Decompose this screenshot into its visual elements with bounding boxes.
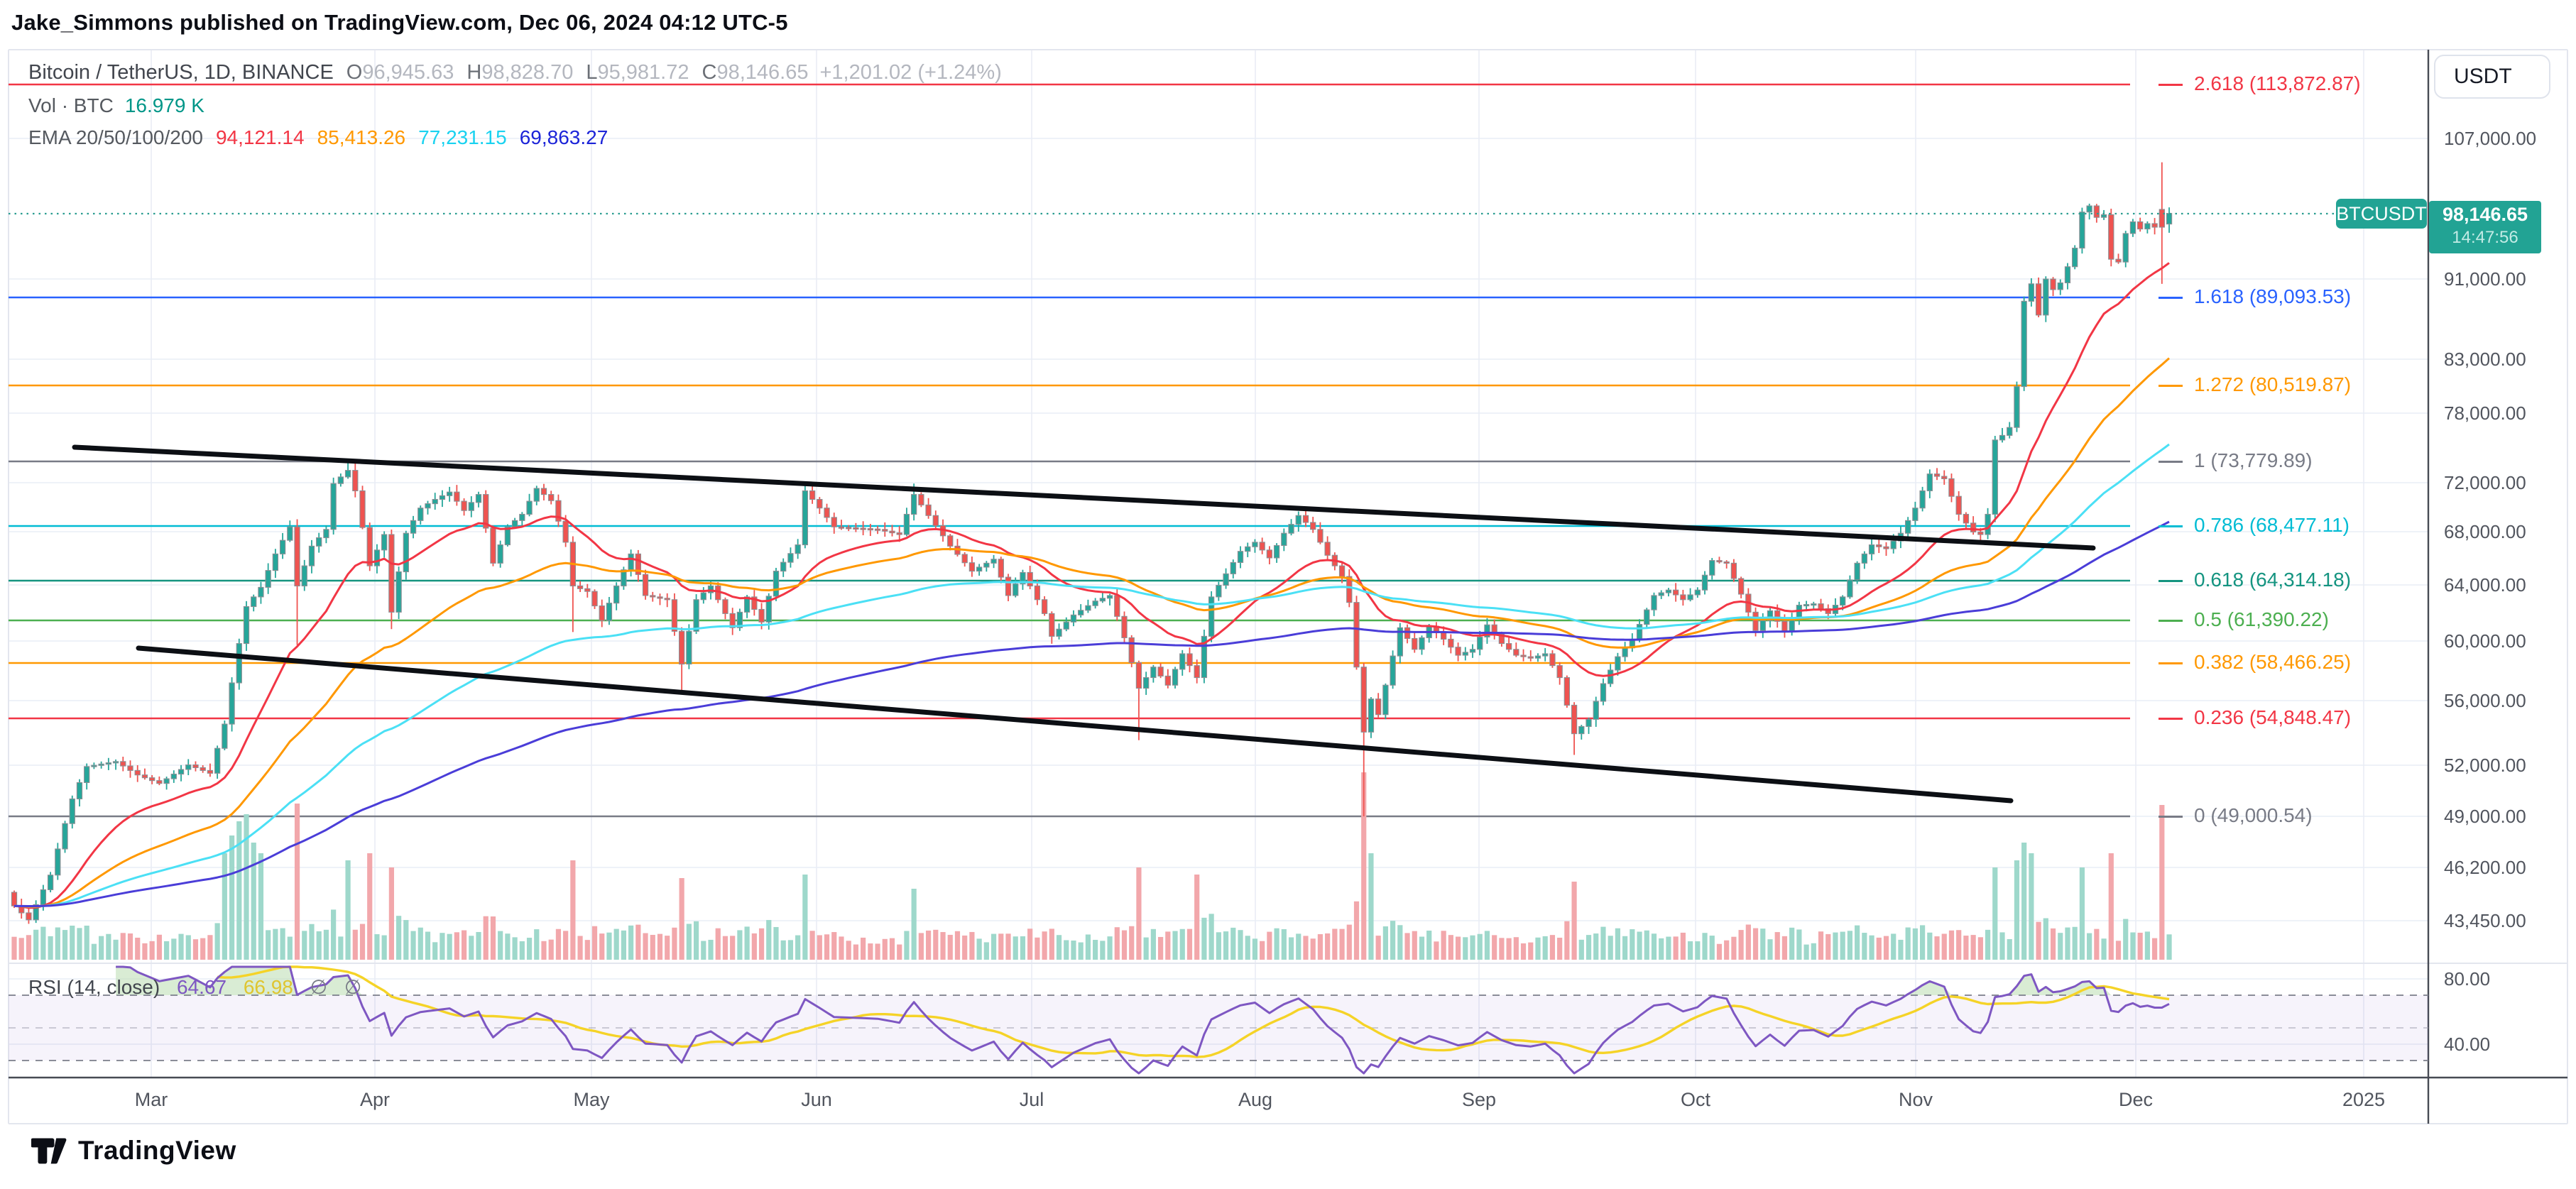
fib-level-dash [2159, 297, 2183, 299]
ohlc-value: 96,945.63 [362, 61, 454, 84]
volume-label: Vol · BTC [28, 94, 114, 116]
tradingview-logo-icon [31, 1138, 67, 1164]
fib-lines-layer [9, 83, 2130, 818]
price-axis-tick: 64,000.00 [2444, 574, 2526, 596]
ohlc-key: O [346, 61, 363, 84]
price-axis-tick: 52,000.00 [2444, 755, 2526, 776]
time-axis-label: Sep [1461, 1089, 1497, 1110]
fib-level-label: 0.382 (58,466.25) [2194, 651, 2352, 673]
fib-level-dash [2159, 580, 2183, 582]
fib-level-label: 1.618 (89,093.53) [2194, 285, 2352, 307]
fib-level-dash [2159, 84, 2183, 86]
price-axis-tick: 72,000.00 [2444, 472, 2526, 493]
time-axis-label: Oct [1680, 1089, 1711, 1110]
ohlc-value: 98,828.70 [481, 61, 574, 84]
ema-legend-row: EMA 20/50/100/200 94,121.14 85,413.26 77,23… [28, 126, 608, 149]
fib-level-label: 2.618 (113,872.87) [2194, 72, 2361, 94]
price-axis-tick: 80.00 [2444, 968, 2491, 990]
price-axis-tick: 78,000.00 [2444, 402, 2526, 424]
ohlc-value: 98,146.65 [716, 61, 809, 84]
tradingview-brand-text: TradingView [78, 1136, 236, 1165]
price-axis-tick: 56,000.00 [2444, 690, 2526, 711]
bar-countdown: 14:47:56 [2452, 228, 2518, 247]
fib-level-dash [2159, 385, 2183, 387]
published-byline: Jake_Simmons published on TradingView.co… [11, 10, 788, 35]
time-axis-label: Apr [359, 1089, 391, 1110]
fib-level-dash [2159, 525, 2183, 527]
price-axis-tick: 46,200.00 [2444, 857, 2526, 878]
change-value: +1,201.02 (+1.24%) [819, 61, 1002, 84]
symbol-price-flag: BTCUSDT [2336, 199, 2427, 229]
price-axis-tick: 83,000.00 [2444, 349, 2526, 370]
ohlc-key: C [702, 61, 717, 84]
volume-value: 16.979 K [124, 94, 204, 116]
fib-level-dash [2159, 620, 2183, 622]
fib-level-label: 0.618 (64,314.18) [2194, 569, 2352, 591]
rsi-label: RSI (14, close) [28, 976, 160, 998]
rsi-layer [9, 965, 2428, 1075]
rsi-legend-row: RSI (14, close) 64.67 66.98 ∅ ∅ [28, 975, 361, 999]
fib-level-dash [2159, 718, 2183, 720]
ema-value: 85,413.26 [317, 126, 406, 148]
symbol-legend-row: Bitcoin / TetherUS, 1D, BINANCE O96,945.6… [28, 61, 1002, 84]
price-axis-tick: 60,000.00 [2444, 630, 2526, 652]
frame-layer [8, 49, 2568, 1124]
price-axis-tick: 107,000.00 [2444, 128, 2537, 149]
fib-level-label: 0.236 (54,848.47) [2194, 706, 2352, 728]
fib-level-dash [2159, 816, 2183, 818]
ohlc-key: L [586, 61, 598, 84]
price-axis-tick: 91,000.00 [2444, 268, 2526, 290]
time-axis-label: 2025 [2342, 1089, 2386, 1110]
volume-legend-row: Vol · BTC 16.979 K [28, 94, 204, 117]
ema-value: 69,863.27 [519, 126, 608, 148]
rsi-ma-value: 66.98 [243, 976, 293, 998]
fib-level-label: 0.5 (61,390.22) [2194, 608, 2329, 630]
price-axis-tick: 68,000.00 [2444, 521, 2526, 542]
time-axis-label: Mar [134, 1089, 168, 1110]
time-axis-label: Dec [2118, 1089, 2154, 1110]
fib-level-label: 1.272 (80,519.87) [2194, 373, 2352, 395]
ema-value: 77,231.15 [418, 126, 507, 148]
ema-value: 94,121.14 [215, 126, 305, 148]
time-axis-label: Nov [1898, 1089, 1933, 1110]
rsi-empty-slot-2: ∅ [344, 976, 362, 998]
fib-level-dash [2159, 461, 2183, 463]
fib-level-label: 0.786 (68,477.11) [2194, 514, 2349, 536]
rsi-empty-slot-1: ∅ [310, 976, 328, 998]
symbol-title: Bitcoin / TetherUS, 1D, BINANCE [28, 61, 334, 84]
time-axis-label: Jun [801, 1089, 832, 1110]
fib-level-label: 0 (49,000.54) [2194, 804, 2313, 826]
trendline-layer [72, 444, 2096, 804]
volume-layer [11, 772, 2172, 960]
fib-level-dash [2159, 662, 2183, 664]
price-axis-tick: 49,000.00 [2444, 806, 2526, 827]
tradingview-footer: TradingView [31, 1134, 236, 1167]
ema-label: EMA 20/50/100/200 [28, 126, 203, 148]
price-axis-tick: 43,450.00 [2444, 910, 2526, 931]
last-price-value: 98,146.65 [2442, 204, 2528, 225]
ohlc-key: H [466, 61, 482, 84]
rsi-value: 64.67 [176, 976, 227, 998]
time-axis-label: May [573, 1089, 610, 1110]
currency-toggle-button[interactable]: USDT [2434, 55, 2550, 99]
ohlc-value: 95,981.72 [597, 61, 689, 84]
last-price-badge: 98,146.65 14:47:56 [2429, 201, 2541, 253]
fib-level-label: 1 (73,779.89) [2194, 449, 2313, 471]
ema-layer [13, 262, 2170, 909]
candles-layer [11, 162, 2173, 924]
price-axis-tick: 40.00 [2444, 1034, 2491, 1055]
time-axis-label: Jul [1019, 1089, 1044, 1110]
time-axis-label: Aug [1238, 1089, 1273, 1110]
